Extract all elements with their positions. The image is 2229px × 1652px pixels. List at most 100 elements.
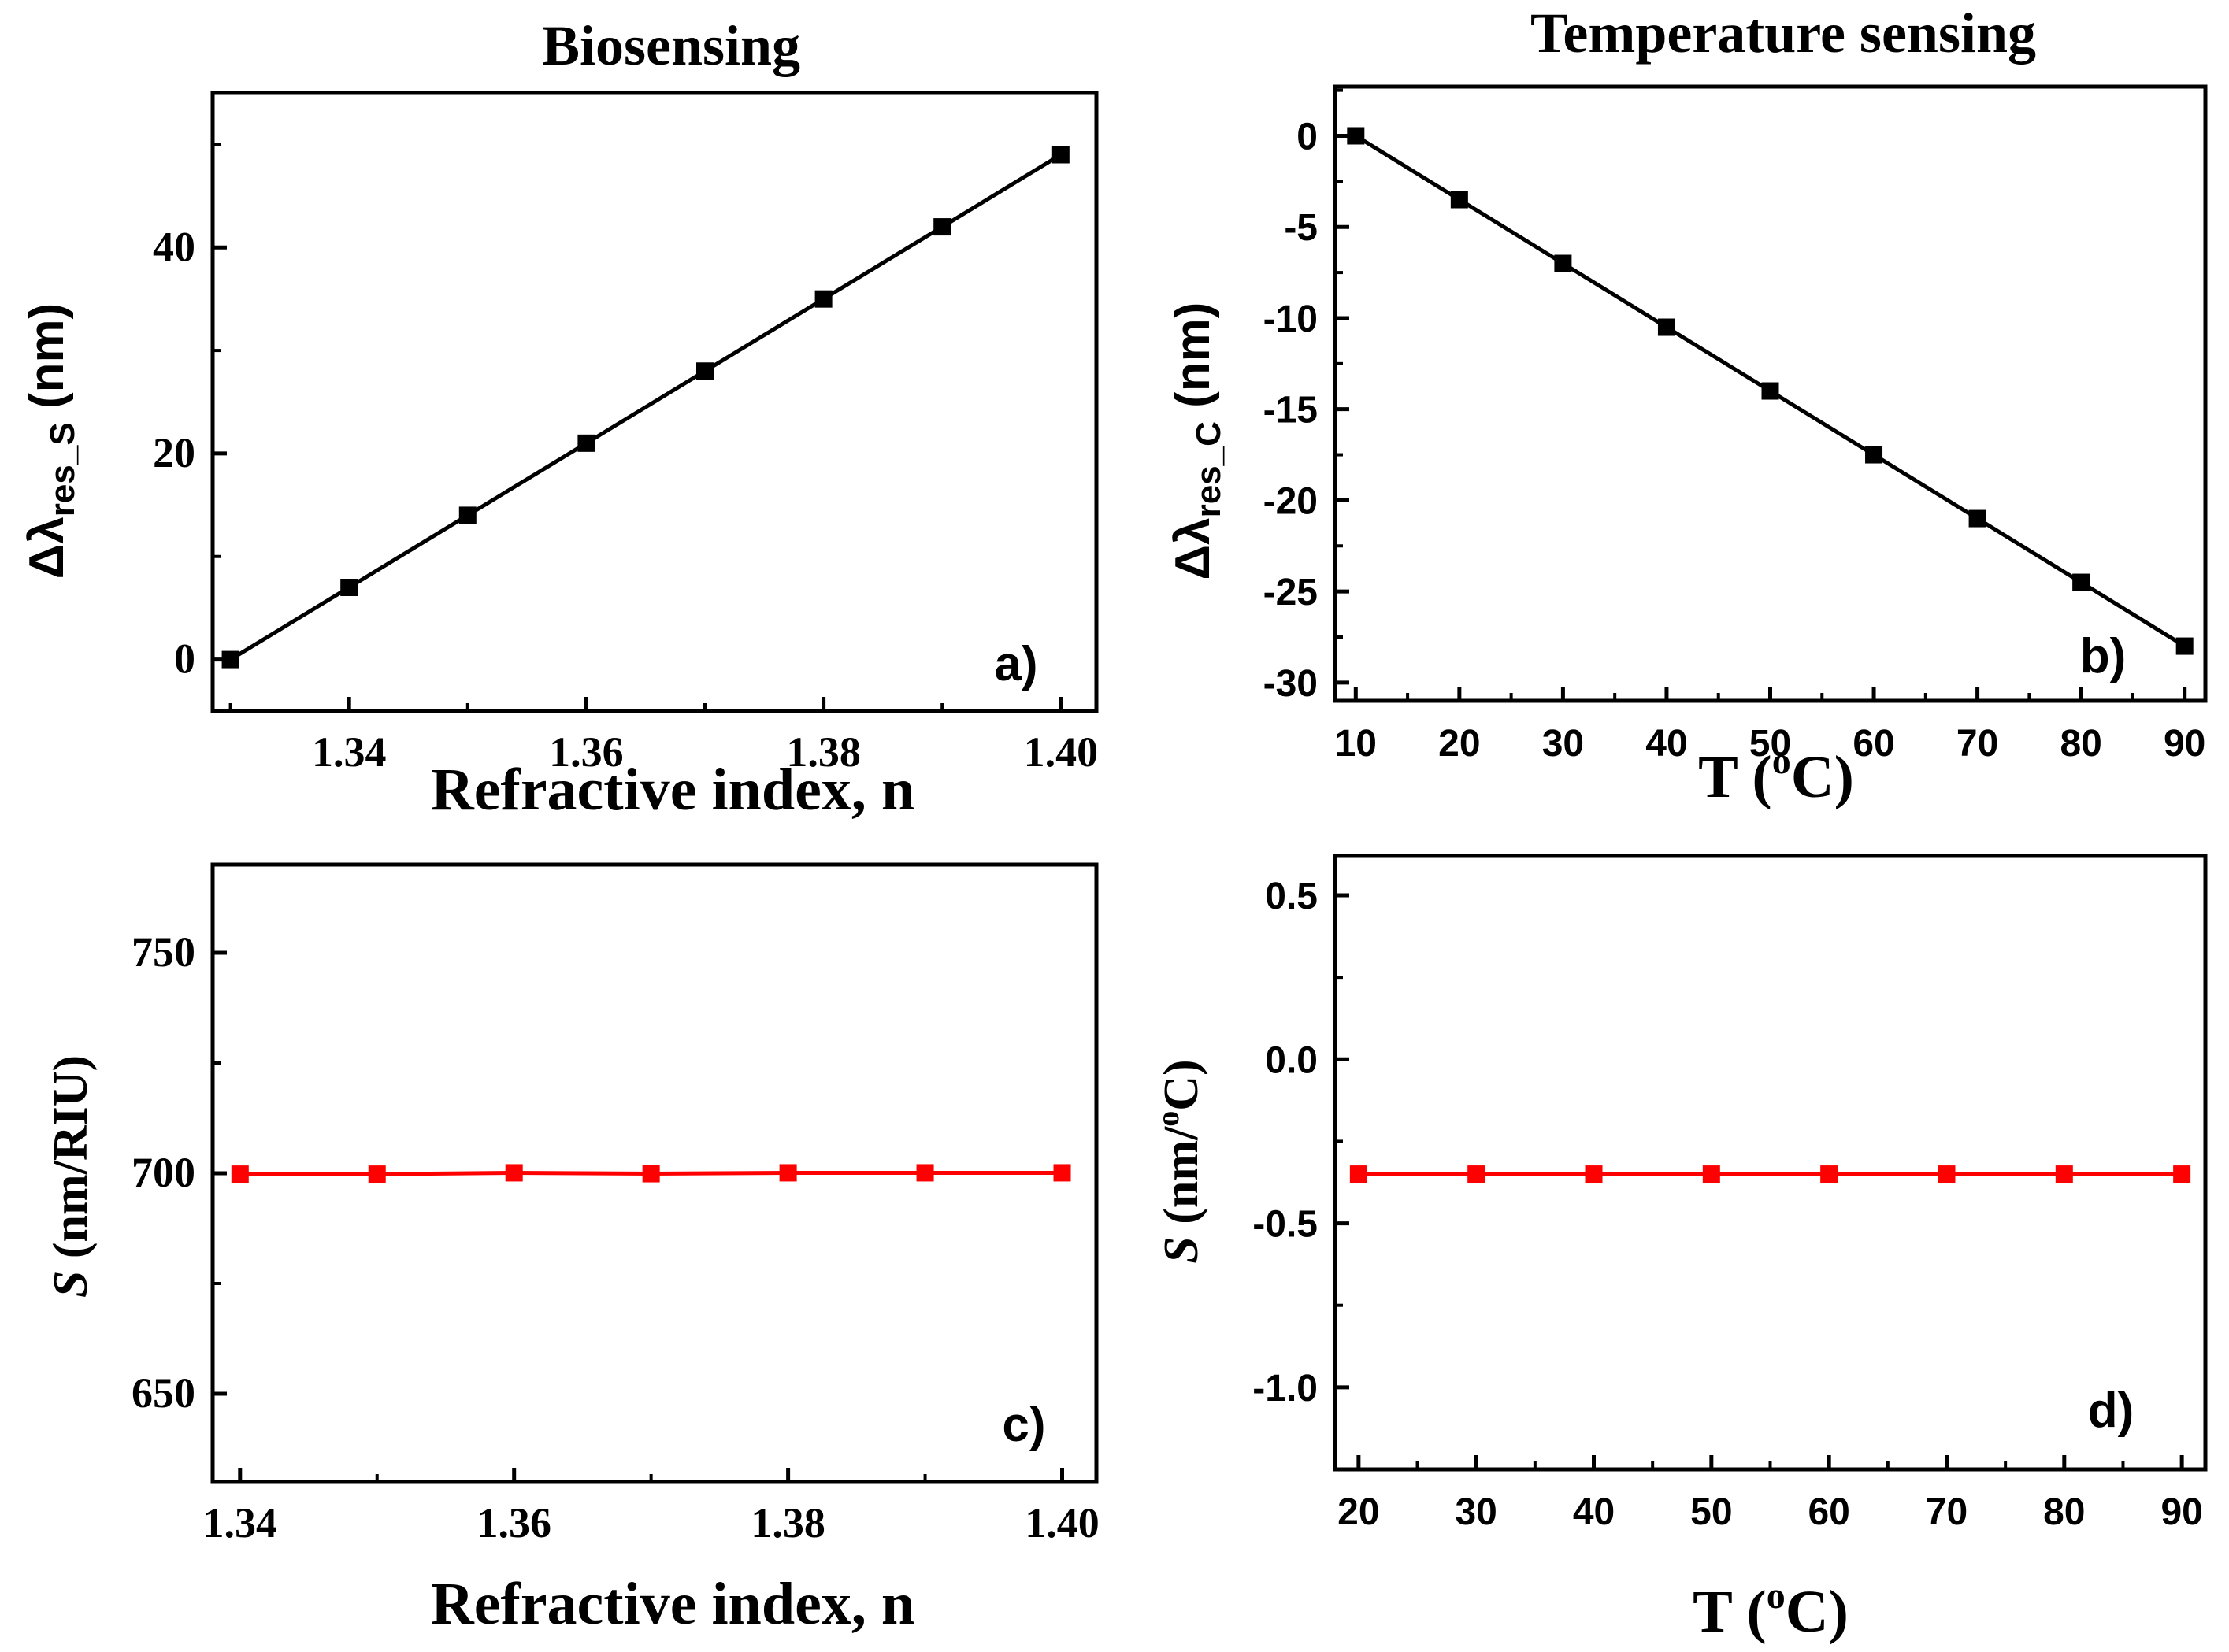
y-tick-label: 20: [153, 429, 195, 476]
data-point: [1450, 191, 1468, 209]
x-tick-label: 30: [1455, 1491, 1497, 1533]
panel-b-x-label-post: C): [1791, 744, 1854, 810]
panel-b-y-label-unit: (nm): [1166, 302, 1220, 422]
x-tick-label: 80: [2043, 1491, 2085, 1533]
data-point: [2055, 1165, 2073, 1183]
panel-b-plot: 10 20 30 40 50 60 70 80 90 0 -5 -10 -15 -20 -25 -30: [1263, 84, 2208, 765]
panel-d-x-label-post: C): [1786, 1579, 1849, 1645]
panel-c-y-label-main: S: [44, 1271, 98, 1298]
x-tick-label: 1.38: [786, 728, 861, 776]
x-tick-label: 70: [1926, 1491, 1968, 1533]
data-point: [1657, 318, 1675, 336]
x-tick-label: 1.36: [477, 1499, 551, 1546]
x-tick-label: 90: [2160, 1491, 2202, 1533]
panel-b-title: Temperature sensing: [1530, 2, 2036, 65]
panel-d-y-label-unit-post: C): [1155, 1059, 1208, 1110]
data-point: [1051, 146, 1070, 164]
y-tick-label: 40: [153, 223, 195, 270]
x-tick-label: 1.40: [1025, 1499, 1100, 1546]
panel-b-y-label-main: Δλ: [1166, 517, 1220, 580]
data-point: [368, 1165, 386, 1183]
data-point: [1554, 254, 1572, 272]
x-tick-label: 80: [2060, 723, 2101, 765]
x-tick-label: 1.34: [312, 728, 387, 776]
x-tick-label: 1.40: [1024, 728, 1099, 776]
x-tick-label: 60: [1808, 1491, 1849, 1533]
panel-a-biosensing: Biosensing a) Refractive index, n Δλres_…: [20, 14, 1038, 823]
data-point: [933, 218, 951, 236]
data-point: [577, 434, 595, 452]
data-point: [1938, 1165, 1956, 1183]
y-tick-label: -5: [1284, 207, 1318, 249]
x-tick-label: 1.34: [203, 1499, 278, 1546]
y-tick-label: 0: [1296, 116, 1318, 157]
y-tick-label: 700: [132, 1149, 195, 1196]
data-point: [2072, 573, 2090, 591]
panel-a-y-axis-label: Δλres_S (nm): [20, 303, 82, 579]
panel-a-y-label-main: Δλ: [20, 517, 74, 579]
y-tick-label: -30: [1263, 663, 1318, 705]
panel-c-y-label-unit: (nm/RIU): [44, 1055, 98, 1271]
data-point: [696, 362, 714, 380]
y-tick-label: -10: [1263, 298, 1318, 340]
panel-c-sensitivity-n: c) Refractive index, n S (nm/RIU): [44, 1055, 1046, 1637]
x-tick-label: 40: [1645, 723, 1687, 765]
panel-b-y-label-sub: res_C: [1189, 421, 1228, 517]
panel-c-label: c): [1002, 1398, 1045, 1452]
data-point: [1820, 1165, 1838, 1183]
data-point: [2175, 637, 2194, 655]
data-point: [1702, 1165, 1720, 1183]
x-tick-label: 70: [1956, 723, 1998, 765]
data-point: [916, 1164, 934, 1182]
y-tick-label: 0: [174, 635, 195, 683]
panel-a-title: Biosensing: [542, 14, 800, 77]
x-tick-label: 40: [1573, 1491, 1615, 1533]
panel-b-x-label-pre: T (: [1698, 744, 1772, 810]
y-tick-label: -20: [1263, 480, 1318, 522]
data-point: [642, 1165, 660, 1183]
panel-d-sensitivity-t: d) T (oC) S (nm/oC): [1150, 1059, 2134, 1645]
plot-frame: [1333, 854, 2208, 1472]
panel-a-y-label-sub: res_S: [43, 422, 82, 517]
x-tick-label: 1.36: [549, 728, 624, 776]
panel-c-x-axis-label: Refractive index, n: [431, 1571, 914, 1637]
series-line: [229, 153, 1063, 661]
y-tick-label: 650: [132, 1369, 195, 1417]
x-tick-label: 90: [2164, 723, 2205, 765]
panel-b-label: b): [2080, 629, 2127, 683]
data-point: [1968, 509, 1986, 528]
panel-b-x-axis-label: T (oC): [1698, 740, 1854, 810]
panel-c-plot: 1.34 1.36 1.38 1.40 650 700 750: [132, 862, 1100, 1546]
panel-d-y-label-unit-pre: (nm/: [1155, 1126, 1208, 1236]
y-tick-label: -1.0: [1252, 1368, 1318, 1409]
data-point: [1865, 446, 1883, 464]
data-point: [340, 579, 358, 596]
panel-a-plot: 1.34 1.36 1.38 1.40 0 20 40: [153, 91, 1099, 776]
y-tick-label: 0.0: [1265, 1039, 1318, 1081]
x-tick-label: 20: [1438, 723, 1480, 765]
data-point: [221, 650, 239, 669]
y-tick-label: -0.5: [1252, 1204, 1318, 1246]
x-tick-label: 50: [1690, 1491, 1732, 1533]
data-point: [1349, 1165, 1367, 1183]
panel-a-label: a): [994, 637, 1037, 691]
data-point: [458, 506, 477, 524]
y-tick-label: 0.5: [1265, 876, 1318, 917]
panel-a-x-axis-label: Refractive index, n: [431, 757, 914, 823]
panel-b-x-label-sup: o: [1772, 740, 1791, 782]
data-point: [505, 1164, 523, 1182]
x-tick-label: 60: [1853, 723, 1894, 765]
panel-d-y-axis-label: S (nm/oC): [1150, 1059, 1208, 1263]
data-point: [779, 1164, 797, 1182]
x-tick-label: 1.38: [751, 1499, 825, 1546]
x-tick-label: 10: [1335, 723, 1377, 765]
y-tick-label: -25: [1263, 572, 1318, 613]
data-point: [231, 1165, 249, 1183]
panel-d-y-label-main: S: [1155, 1236, 1208, 1263]
panel-b-temperature: Temperature sensing b) T (oC) Δλres_C (n…: [1166, 2, 2126, 810]
panel-c-y-axis-label: S (nm/RIU): [44, 1055, 98, 1298]
data-point: [1347, 127, 1365, 145]
plot-frame: [210, 91, 1099, 713]
x-tick-label: 20: [1337, 1491, 1379, 1533]
